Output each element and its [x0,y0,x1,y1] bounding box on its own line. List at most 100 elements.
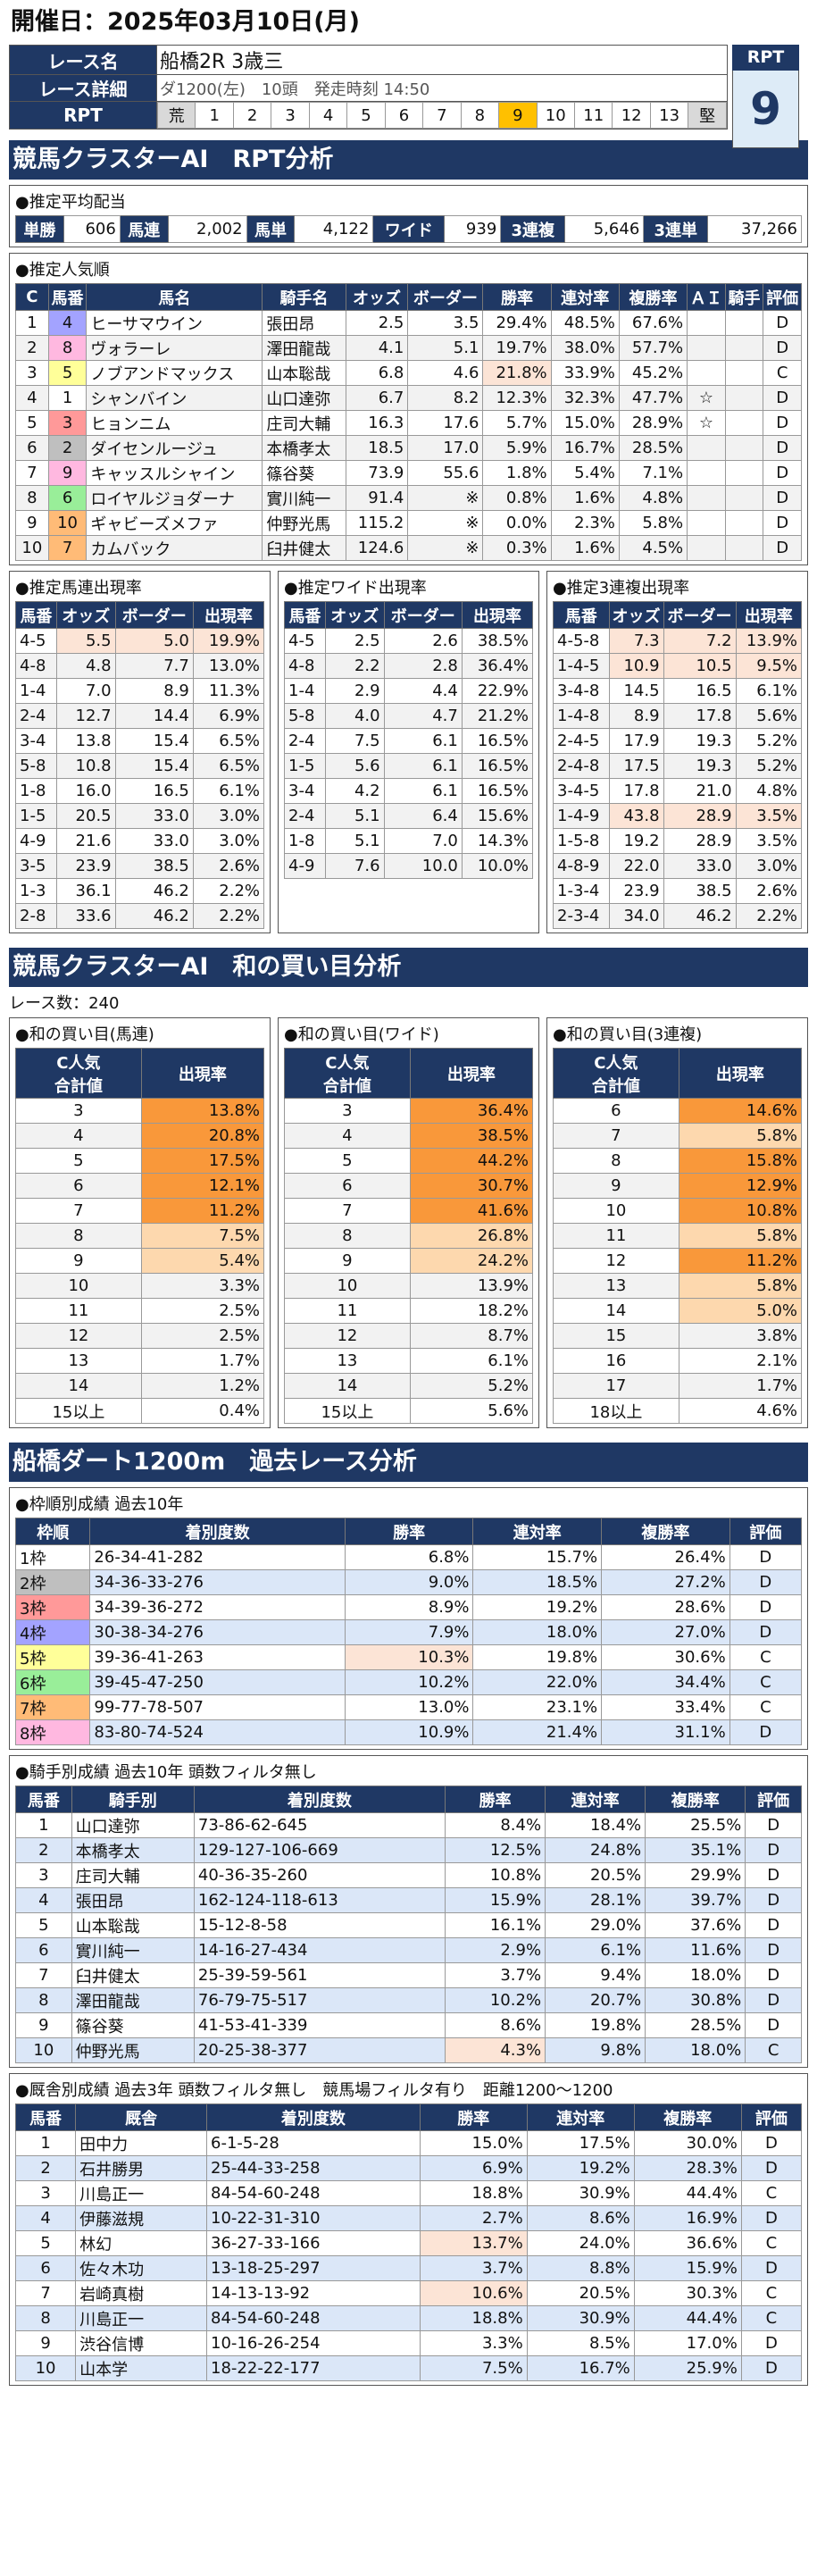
table-cell: 1-4-8 [553,703,610,729]
table-cell: 28.9 [663,828,737,854]
table-row: 4-5-8 7.3 7.2 13.9% [553,628,803,654]
column-header: 着別度数 [193,1786,446,1813]
table-cell: 10.6% [419,2280,528,2306]
table-row: 2-4 5.1 6.4 15.6% [284,803,534,829]
table-cell: ロイヤルジョダーナ [86,485,263,511]
table-cell: 3-4-5 [553,778,610,804]
table-cell: 4-9 [15,828,57,854]
table-row: 11 2.5% [15,1298,265,1324]
table-cell: 29.4% [482,310,552,336]
table-cell: 30.6% [601,1644,730,1670]
table-row: 3-5 23.9 38.5 2.6% [15,853,265,879]
column-header: 勝率 [344,1518,474,1545]
table-row: 4-8 2.2 2.8 36.4% [284,653,534,679]
table-cell: 5.6% [409,1398,534,1424]
table-cell: 8.9 [114,678,194,704]
table-cell: 129-127-106-669 [193,1837,446,1863]
table-cell: 16.1% [444,1912,546,1938]
table-row: 2-4-8 17.5 19.3 5.2% [553,753,803,779]
table-cell: 澤田龍哉 [262,335,346,361]
table-cell: 7.7 [114,653,194,679]
rpt-cell: 12 [612,102,651,129]
table-row: 2-3-4 34.0 46.2 2.2% [553,903,803,929]
table-cell: 山本聡哉 [71,1912,195,1938]
payout-value: 37,266 [707,215,802,243]
column-header: 出現率 [678,1048,803,1099]
table-cell: 28.6% [601,1594,730,1620]
wide-table: 馬番 オッズ ボーダー 出現率 4-5 2.5 2.6 38.5% 4-8 2.2 2.8 36.4%… [284,601,534,879]
sanren-box: ●推定3連複出現率 馬番 オッズ ボーダー 出現率 4-5-8 7.3 7.2 13.9% 1-4… [546,571,808,933]
table-cell: 8 [553,1148,679,1174]
wa-title: ●和の買い目(ワイド) [284,1025,439,1044]
table-cell: 7 [47,535,88,561]
table-cell: 10.8% [444,1862,546,1888]
wa-box: ●和の買い目(3連複) C人気 合計値 出現率 6 14.6% 7 5.8% 8 15.8% 9 1… [546,1017,808,1428]
table-cell: 1 [15,1812,72,1838]
table-cell: 4-5 [15,628,57,654]
column-header: 馬番 [553,601,610,629]
table-cell: 18-22-22-177 [206,2355,421,2381]
table-cell: C [745,2037,802,2063]
table-cell: D [745,1837,802,1863]
table-cell: 18.0% [645,2037,746,2063]
table-cell: 4 [15,385,49,411]
table-cell: 10 [14,2355,77,2381]
table-cell: 10 [15,2037,72,2063]
table-cell: 162-124-118-613 [193,1887,446,1913]
column-header: 評価 [740,2103,803,2131]
table-cell: 伊藤滋規 [75,2205,208,2231]
table-cell: 17.0 [407,435,484,461]
table-cell: 澤田龍哉 [71,1987,195,2013]
table-cell: 3 [47,410,88,436]
table-cell: 8.6% [444,2012,546,2038]
table-cell: D [763,435,802,461]
table-cell [687,460,726,486]
table-cell: 0.3% [482,535,552,561]
table-cell: 19.7% [482,335,552,361]
table-cell: 17.5% [140,1148,265,1174]
table-row: 9 10 ギャビーズメファ 仲野光馬 115.2 ※ 0.0% 2.3% 5.8% D [15,510,802,536]
payout-box: ●推定平均配当 単勝 606 馬連 2,002 馬単 4,122 ワイド 939 3連複 5,64… [9,185,808,247]
table-cell [687,435,726,461]
table-cell: 10.0 [383,853,463,879]
table-cell: 36.6% [633,2230,742,2256]
table-cell: 12 [284,1323,411,1349]
table-cell: 1.2% [140,1373,265,1399]
table-cell: 1-4-5 [553,653,610,679]
table-cell: 5-8 [284,703,326,729]
table-cell: 7.5 [324,728,385,754]
table-cell: 84-54-60-248 [206,2180,421,2206]
table-row: 12 8.7% [284,1323,534,1349]
table-cell: 31.1% [601,1719,730,1745]
table-cell [724,485,764,511]
rpt-cell: 1 [195,102,234,129]
table-cell: 25-44-33-258 [206,2155,421,2181]
table-cell: 12.9% [678,1173,803,1199]
table-cell: 11.2% [678,1248,803,1274]
table-cell: 9 [14,2330,77,2356]
table-cell: C [763,360,802,386]
wide-title: ●推定ワイド出現率 [284,579,427,598]
table-cell: 57.7% [618,335,688,361]
table-cell: 44.2% [409,1148,534,1174]
table-row: 3 36.4% [284,1098,534,1124]
table-cell: 5枠 [14,1644,91,1670]
table-cell: 16.5% [461,778,534,804]
table-cell: 28.1% [545,1887,646,1913]
column-header: 複勝率 [645,1786,746,1813]
table-row: 7 9 キャッスルシャイン 篠谷葵 73.9 55.6 1.8% 5.4% 7.1% D [15,460,802,486]
column-header: 騎手名 [262,283,346,311]
table-cell: 8 [15,1987,72,2013]
table-cell: 12.3% [482,385,552,411]
jockey-box: ●騎手別成績 過去10年 頭数フィルタ無し 馬番 騎手別 着別度数 勝率 連対率 複勝率 評価… [9,1755,808,2068]
table-cell: 12.1% [140,1173,265,1199]
table-cell: 10.3% [344,1644,474,1670]
table-cell: 4.3% [444,2037,546,2063]
table-cell: 26-34-41-282 [89,1544,346,1570]
column-header: 着別度数 [89,1518,346,1545]
ninki-table: C 馬番 馬名 騎手名 オッズ ボーダー 勝率 連対率 複勝率 ＡＩ 騎手 評価 1 4 ヒーサマウイン 張田… [15,283,802,561]
table-cell: D [745,1862,802,1888]
table-cell: 5 [15,1148,142,1174]
table-row: 1-3 36.1 46.2 2.2% [15,878,265,904]
table-cell: 11.3% [192,678,265,704]
